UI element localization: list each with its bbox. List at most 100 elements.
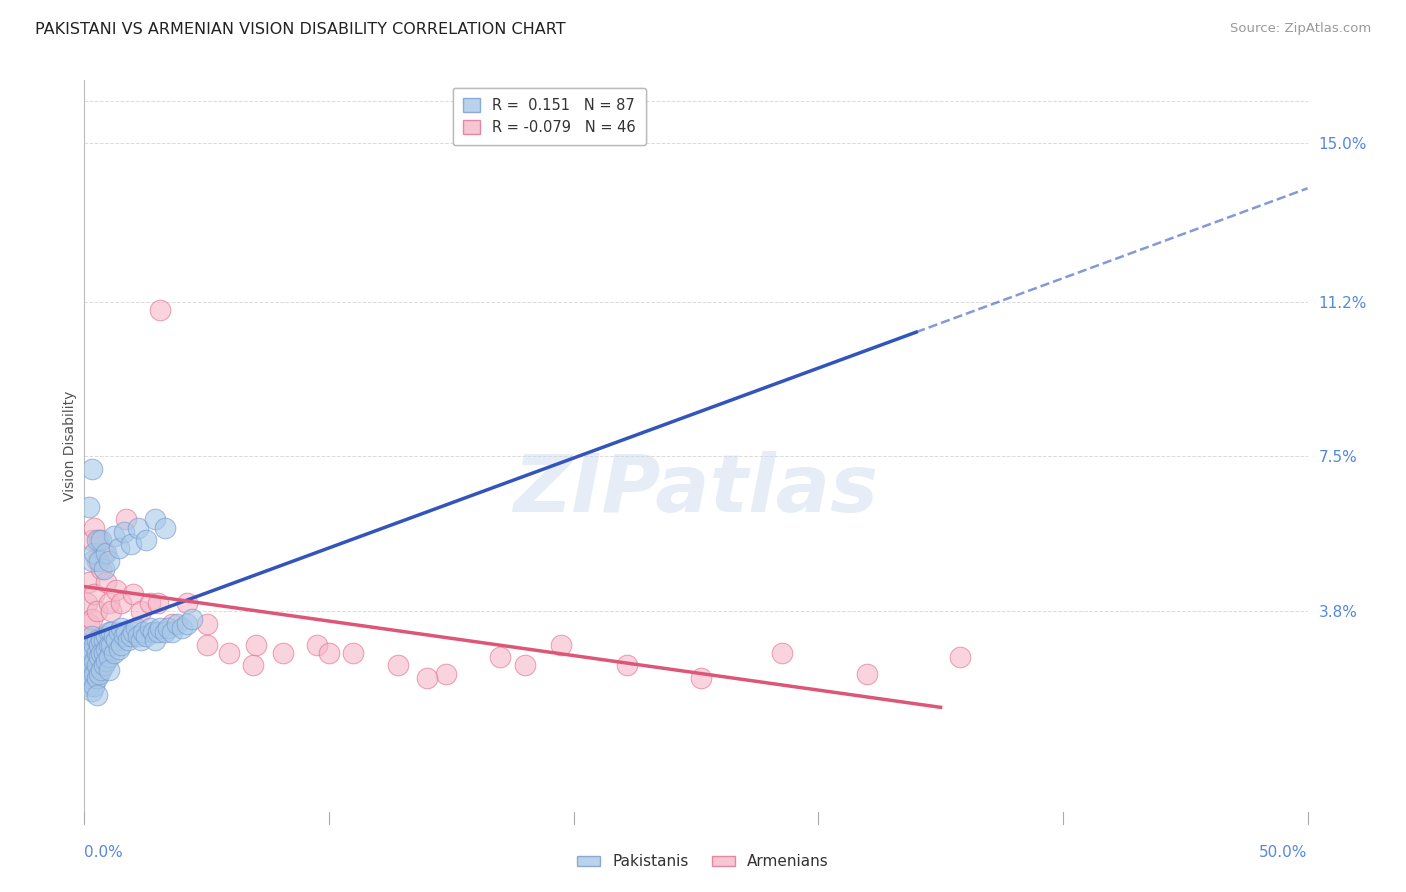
Legend: Pakistanis, Armenians: Pakistanis, Armenians — [571, 848, 835, 875]
Point — [436, 666, 458, 681]
Point — [172, 621, 194, 635]
Point — [97, 638, 120, 652]
Point — [83, 666, 105, 681]
Point — [195, 638, 218, 652]
Point — [100, 604, 122, 618]
Point — [181, 612, 204, 626]
Point — [112, 629, 135, 643]
Point — [112, 524, 135, 539]
Text: 50.0%: 50.0% — [1260, 845, 1308, 860]
Point — [86, 658, 108, 673]
Point — [142, 625, 165, 640]
Point — [143, 512, 166, 526]
Point — [125, 621, 148, 635]
Point — [90, 533, 112, 547]
Point — [550, 638, 572, 652]
Point — [96, 629, 118, 643]
Point — [176, 596, 198, 610]
Point — [97, 663, 120, 677]
Point — [513, 658, 536, 673]
Point — [86, 671, 108, 685]
Point — [93, 562, 115, 576]
Point — [139, 621, 162, 635]
Point — [93, 646, 115, 660]
Point — [87, 533, 110, 547]
Point — [342, 646, 364, 660]
Point — [90, 633, 112, 648]
Legend: R =  0.151   N = 87, R = -0.079   N = 46: R = 0.151 N = 87, R = -0.079 N = 46 — [453, 87, 645, 145]
Point — [770, 646, 793, 660]
Point — [86, 688, 108, 702]
Point — [195, 616, 218, 631]
Point — [129, 633, 152, 648]
Point — [387, 658, 409, 673]
Point — [135, 533, 157, 547]
Point — [86, 554, 108, 568]
Point — [318, 646, 340, 660]
Point — [271, 646, 294, 660]
Point — [76, 666, 98, 681]
Point — [127, 629, 149, 643]
Point — [127, 520, 149, 534]
Point — [96, 654, 118, 668]
Point — [153, 625, 176, 640]
Point — [83, 520, 105, 534]
Point — [146, 596, 169, 610]
Point — [689, 671, 711, 685]
Point — [132, 625, 155, 640]
Point — [166, 616, 188, 631]
Y-axis label: Vision Disability: Vision Disability — [63, 391, 77, 501]
Point — [218, 646, 240, 660]
Point — [77, 638, 100, 652]
Point — [135, 629, 157, 643]
Point — [77, 616, 100, 631]
Point — [80, 683, 103, 698]
Point — [87, 554, 110, 568]
Point — [949, 650, 972, 665]
Point — [139, 596, 162, 610]
Text: ZIPatlas: ZIPatlas — [513, 450, 879, 529]
Point — [80, 612, 103, 626]
Point — [83, 638, 105, 652]
Point — [93, 633, 115, 648]
Point — [616, 658, 638, 673]
Point — [162, 616, 184, 631]
Point — [80, 533, 103, 547]
Point — [86, 633, 108, 648]
Point — [110, 596, 132, 610]
Point — [80, 658, 103, 673]
Point — [83, 587, 105, 601]
Point — [107, 541, 129, 556]
Point — [162, 625, 184, 640]
Point — [120, 629, 142, 643]
Point — [149, 303, 172, 318]
Text: Source: ZipAtlas.com: Source: ZipAtlas.com — [1230, 22, 1371, 36]
Point — [97, 625, 120, 640]
Point — [90, 663, 112, 677]
Point — [96, 545, 118, 559]
Point — [122, 625, 145, 640]
Point — [77, 658, 100, 673]
Point — [245, 638, 267, 652]
Point — [96, 574, 118, 589]
Point — [76, 629, 98, 643]
Point — [156, 621, 179, 635]
Point — [176, 616, 198, 631]
Point — [76, 596, 98, 610]
Point — [76, 646, 98, 660]
Point — [87, 638, 110, 652]
Point — [77, 646, 100, 660]
Point — [489, 650, 512, 665]
Point — [242, 658, 264, 673]
Point — [120, 537, 142, 551]
Point — [80, 629, 103, 643]
Point — [96, 641, 118, 656]
Point — [77, 574, 100, 589]
Point — [122, 587, 145, 601]
Point — [149, 621, 172, 635]
Point — [90, 562, 112, 576]
Point — [129, 604, 152, 618]
Point — [87, 666, 110, 681]
Point — [83, 679, 105, 693]
Point — [76, 650, 98, 665]
